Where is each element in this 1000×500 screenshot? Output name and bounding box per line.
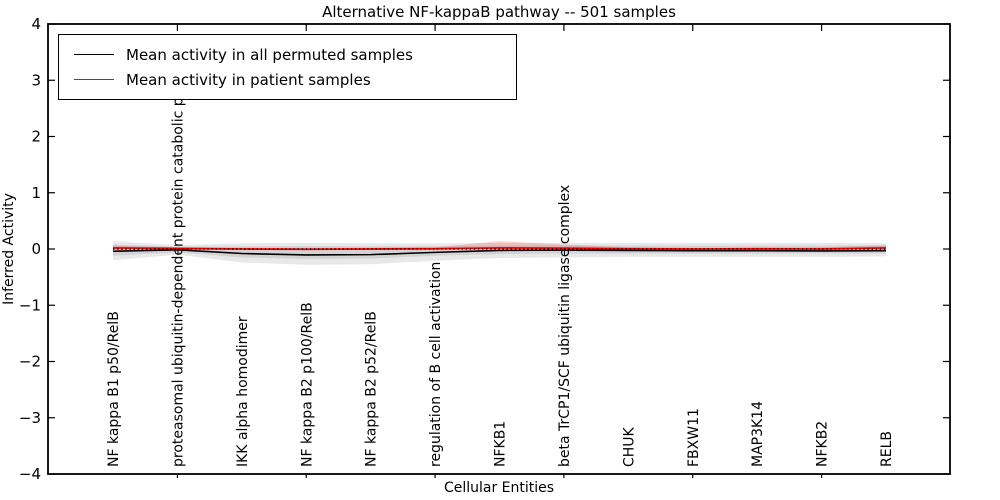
legend-line-sample-red [74,79,114,80]
x-tick-label: regulation of B cell activation [428,262,444,467]
y-tick-label: 3 [31,71,41,89]
chart-title: Alternative NF-kappaB pathway -- 501 sam… [322,3,676,21]
x-tick-label: NFKB1 [493,421,509,467]
x-tick-label: NFKB2 [815,421,831,467]
band-permuted-std-outer [113,241,886,265]
legend-item-permuted: Mean activity in all permuted samples [74,46,516,64]
x-tick-label: RELB [879,431,895,467]
x-tick-label: beta TrCP1/SCF ubiquitin ligase complex [557,185,573,467]
legend: Mean activity in all permuted samples Me… [58,34,517,100]
series-line-permuted [112,249,887,256]
x-tick-label: CHUK [621,426,637,467]
legend-item-patient: Mean activity in patient samples [74,71,516,89]
y-tick-label: 0 [31,240,41,258]
y-tick-label: 2 [31,128,41,146]
y-tick-label: 4 [31,15,41,33]
legend-line-sample-black [74,54,114,55]
x-tick-label: NF kappa B2 p100/RelB [299,302,315,467]
x-tick-label: proteasomal ubiquitin-dependent protein … [170,91,186,467]
y-axis-label: Inferred Activity [1,193,17,305]
y-tick-label: −3 [19,409,41,427]
legend-label-permuted: Mean activity in all permuted samples [126,45,413,64]
legend-label-patient: Mean activity in patient samples [126,70,371,89]
y-tick-label: −2 [19,353,41,371]
x-tick-label: FBXW11 [686,408,702,467]
y-tick-label: 1 [31,184,41,202]
x-tick-label: IKK alpha homodimer [235,316,251,467]
y-tick-label: −4 [19,465,41,483]
x-tick-label: NF kappa B2 p52/RelB [364,311,380,467]
x-tick-label: MAP3K14 [750,401,766,467]
y-tick-label: −1 [19,296,41,314]
x-axis-label: Cellular Entities [443,480,555,496]
x-tick-label: NF kappa B1 p50/RelB [106,311,122,467]
